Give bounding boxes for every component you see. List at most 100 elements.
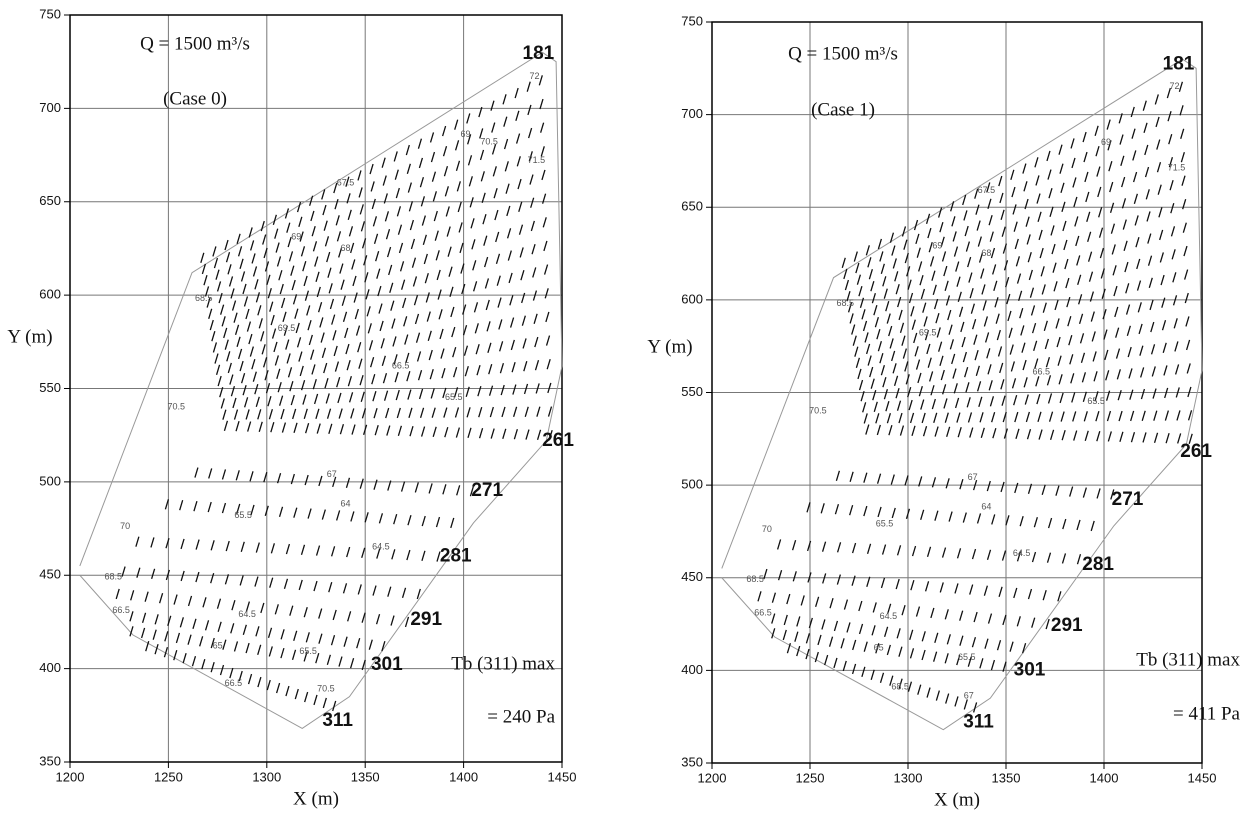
flow-vector [965,241,971,252]
flow-vector [304,691,309,703]
flow-vector [918,476,923,487]
flow-vector [446,226,451,237]
flow-vector [1027,483,1033,495]
flow-vector [499,363,505,374]
flow-vector [883,389,889,400]
flow-vector [980,268,985,279]
flow-vector [251,253,256,264]
flow-vector [1147,255,1153,266]
flow-vector [1098,207,1103,218]
flow-vector [1132,171,1138,183]
flow-vector [856,274,862,285]
flow-vector [201,263,207,275]
flow-vector [274,604,279,615]
flow-vector [992,264,997,275]
flow-vector [506,205,511,217]
section-label: 271 [471,480,503,501]
y-tick-label: 650 [681,199,703,214]
flow-vector [807,572,812,583]
flow-vector [1135,236,1140,248]
flow-vector [1092,351,1097,362]
flow-vector [1034,157,1039,168]
contour-label: 67.5 [337,177,355,187]
flow-vector [891,350,896,362]
flow-vector [1095,411,1100,422]
contour-label: 65.5 [234,510,252,520]
flow-vector [424,272,429,284]
flow-vector [933,298,939,310]
flow-vector [466,407,471,418]
max-shear-label: Tb (311) max [1136,649,1240,670]
flow-vector [222,639,227,650]
flow-vector [474,323,479,334]
flow-vector [411,257,417,268]
flow-vector [239,258,244,270]
flow-vector [771,592,777,603]
flow-vector [1027,588,1033,600]
flow-vector [1185,316,1190,327]
flow-vector [248,227,253,238]
flow-vector [1009,641,1014,652]
flow-vector [1072,411,1077,422]
y-tick-label: 550 [681,384,703,399]
flow-vector [851,663,857,675]
flow-vector [1047,169,1052,180]
flow-vector [430,388,435,399]
flow-vector [217,375,222,387]
contour-label: 69.5 [919,328,937,338]
flow-vector [989,231,994,242]
flow-vector [954,397,960,409]
flow-vector [396,206,402,217]
flow-vector [404,616,410,628]
flow-vector [1091,331,1096,342]
flow-vector [990,247,996,259]
flow-vector [461,283,466,295]
flow-vector [888,425,893,436]
flow-vector [455,427,461,438]
flow-vector [248,333,253,345]
flow-vector [346,193,351,204]
flow-vector [503,138,509,150]
flow-vector [1105,370,1110,381]
flow-vector [858,379,864,391]
flow-vector [1109,181,1114,193]
flow-vector [1140,388,1146,400]
flow-vector [289,381,294,392]
flow-vector [180,538,185,550]
flow-vector [1168,133,1173,145]
flow-vector [1081,372,1087,383]
flow-vector [312,379,317,390]
flow-vector [934,510,939,521]
flow-vector [899,322,905,334]
flow-vector [545,311,550,323]
flow-vector [952,231,957,242]
flow-vector [540,122,545,133]
flow-vector [454,140,460,151]
flow-vector [1181,175,1186,186]
flow-vector [922,302,927,313]
flow-vector [1053,281,1058,292]
flow-vector [419,176,425,188]
flow-vector [150,537,155,548]
flow-vector [361,547,366,559]
flow-vector [415,332,421,343]
flow-vector [792,571,797,582]
flow-vector [935,313,940,324]
flow-vector [510,339,515,351]
flow-vector [442,387,447,399]
flow-vector [905,374,910,385]
flow-vector [421,215,426,226]
flow-vector [540,146,545,157]
flow-vector [285,543,291,555]
flow-vector [414,313,420,325]
contour-label: 71.5 [1168,163,1186,173]
flow-vector [895,388,900,399]
contour-label: 70.5 [809,405,827,415]
flow-vector [140,627,146,639]
flow-vector [1077,274,1082,286]
flow-vector [236,233,241,244]
flow-vector [791,539,797,551]
flow-vector [263,472,268,483]
flow-vector [328,582,333,593]
flow-vector [547,382,552,394]
